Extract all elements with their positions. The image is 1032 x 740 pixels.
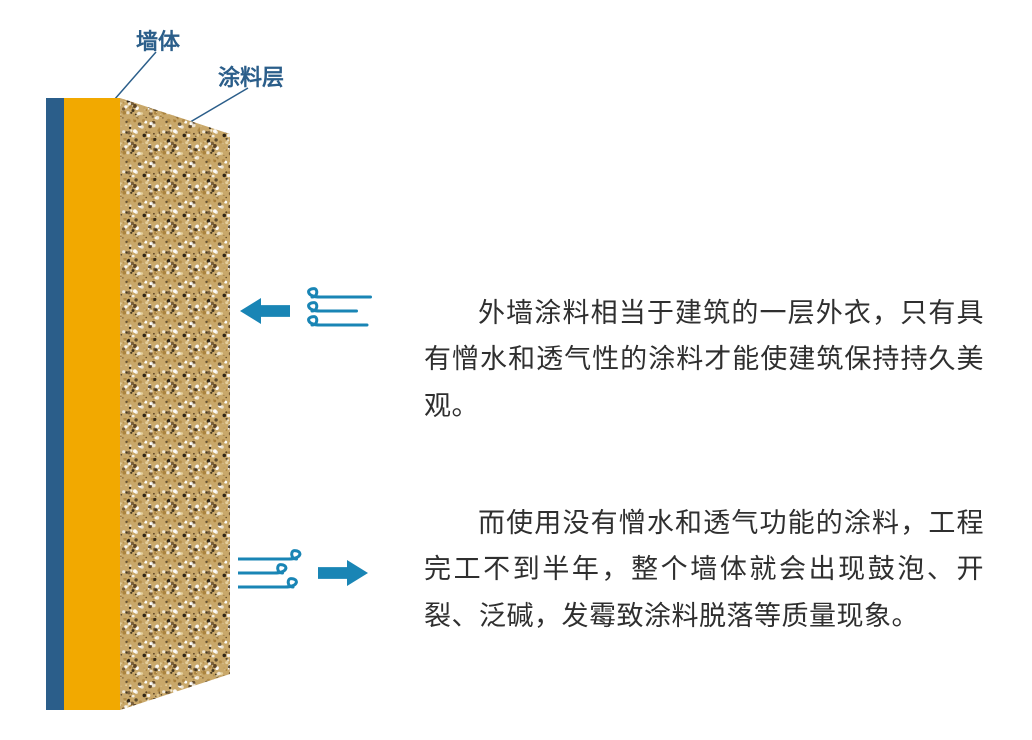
- arrow-in-icon: [240, 298, 290, 324]
- base-strip-layer: [46, 98, 64, 710]
- wind-out-icon: [238, 548, 308, 598]
- label-coating: 涂料层: [218, 60, 284, 92]
- paragraph-2: 而使用没有憎水和透气功能的涂料，工程完工不到半年，整个墙体就会出现鼓泡、开裂、泛…: [424, 500, 984, 639]
- diagram-canvas: 墙体 涂料层 外墙涂料相当于建筑的一层外衣，只有具有憎水和透气性的涂料才能使建筑…: [0, 0, 1032, 740]
- wall-body-layer: [64, 98, 120, 710]
- arrow-out-icon: [318, 560, 368, 586]
- coating-layer: [120, 98, 230, 710]
- label-wall: 墙体: [136, 24, 180, 56]
- wind-in-icon: [304, 286, 374, 336]
- paragraph-1: 外墙涂料相当于建筑的一层外衣，只有具有憎水和透气性的涂料才能使建筑保持持久美观。: [424, 290, 984, 429]
